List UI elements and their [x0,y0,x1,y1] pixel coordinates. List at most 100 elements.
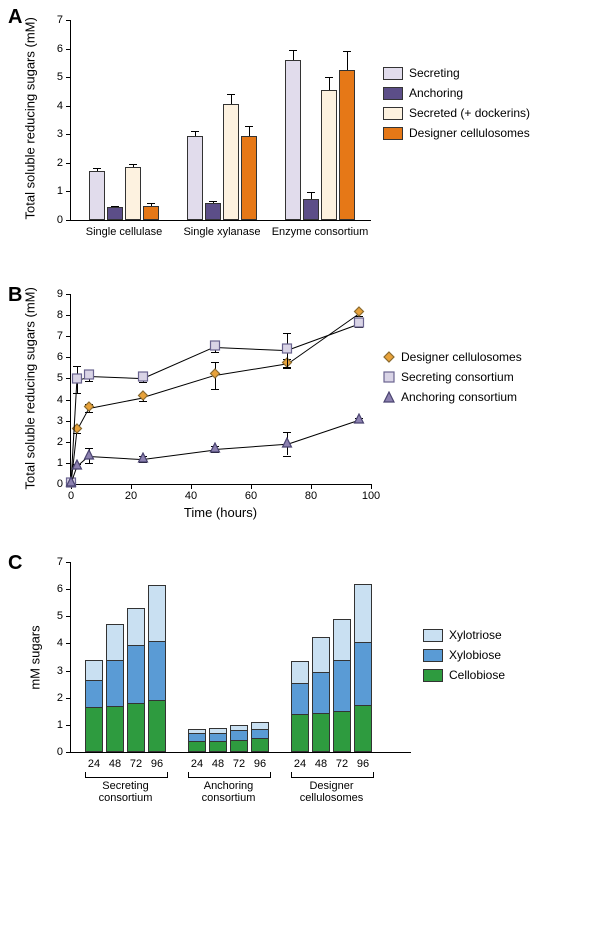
line-segment [89,376,143,379]
bar [303,199,319,220]
legend-item: Secreting [383,66,530,80]
data-point [282,341,293,359]
group-label: Anchoringconsortium [202,780,256,804]
bar [321,90,337,220]
data-point [138,450,149,468]
stack-segment [333,619,351,660]
legend-label: Xylotriose [449,628,502,642]
line-segment [89,397,143,409]
panel-a-ylabel: Total soluble reducing sugars (mM) [23,20,38,220]
time-label: 96 [254,758,266,770]
stack-segment [127,608,145,645]
legend-swatch [383,67,403,80]
stack-segment [209,733,227,741]
panel-b-plot: 0123456789020406080100 [70,294,371,485]
y-tick-label: 6 [57,351,63,363]
bar [205,203,221,220]
panel-c: C mM sugars 0123456724487296Secretingcon… [10,556,590,836]
legend-label: Secreted (+ dockerins) [409,106,530,120]
x-tick-label: 80 [305,490,317,502]
stack-segment [106,624,124,659]
legend-label: Designer cellulosomes [409,126,530,140]
time-label: 48 [109,758,121,770]
group-label: Single xylanase [183,226,260,238]
group-label: Single cellulase [86,226,162,238]
panel-a-plot: 01234567Single cellulaseSingle xylanaseE… [70,20,371,221]
legend-item: Designer cellulosomes [383,350,522,364]
data-point [210,366,221,384]
stack-segment [188,733,206,741]
x-tick-label: 60 [245,490,257,502]
data-point [210,440,221,458]
line-segment [287,313,360,365]
group-label: Enzyme consortium [272,226,369,238]
y-tick-label: 5 [57,71,63,83]
stack-segment [291,661,309,683]
panel-b-legend: Designer cellulosomes Secreting consortiu… [383,344,522,410]
y-tick-label: 9 [57,288,63,300]
y-tick-label: 1 [57,457,63,469]
stack-segment [85,680,103,707]
line-segment [215,364,287,377]
time-label: 48 [315,758,327,770]
legend-swatch [423,629,443,642]
legend-label: Secreting [409,66,460,80]
stack-segment [333,660,351,712]
stack-segment [312,672,330,713]
time-label: 24 [88,758,100,770]
bar [125,167,141,220]
stack-segment [127,703,145,752]
y-tick-label: 4 [57,394,63,406]
data-point [138,388,149,406]
y-tick-label: 2 [57,157,63,169]
panel-a: A Total soluble reducing sugars (mM) 012… [10,10,590,280]
legend-marker [383,351,395,363]
legend-item: Secreted (+ dockerins) [383,106,530,120]
legend-marker [383,391,395,403]
legend-item: Xylotriose [423,628,505,642]
stack-segment [85,660,103,680]
group-label: Designercellulosomes [300,780,364,804]
y-tick-label: 6 [57,583,63,595]
y-tick-label: 4 [57,100,63,112]
x-tick-label: 100 [362,490,380,502]
legend-item: Designer cellulosomes [383,126,530,140]
y-tick-label: 4 [57,637,63,649]
legend-label: Secreting consortium [401,370,514,384]
panel-c-legend: XylotrioseXylobioseCellobiose [423,622,505,688]
line-segment [215,347,287,351]
stack-segment [354,642,372,704]
stack-segment [251,722,269,729]
line-segment [143,347,215,380]
legend-label: Cellobiose [449,668,505,682]
legend-label: Designer cellulosomes [401,350,522,364]
stack-segment [291,683,309,714]
line-segment [287,420,359,445]
bar [187,136,203,220]
time-label: 72 [233,758,245,770]
line-segment [143,375,215,398]
stack-segment [230,730,248,740]
data-point [282,435,293,453]
stack-segment [209,741,227,752]
y-tick-label: 3 [57,128,63,140]
time-label: 24 [294,758,306,770]
bar [339,70,355,220]
panel-a-legend: Secreting Anchoring Secreted (+ dockerins)… [383,60,530,146]
x-tick-label: 40 [185,490,197,502]
data-point [84,399,95,417]
group-label: Secretingconsortium [99,780,153,804]
line-segment [143,449,215,460]
y-tick-label: 5 [57,610,63,622]
stack-segment [312,713,330,752]
y-tick-label: 1 [57,185,63,197]
y-tick-label: 2 [57,692,63,704]
stack-segment [230,725,248,730]
data-point [66,474,77,492]
legend-swatch [423,669,443,682]
legend-swatch [383,107,403,120]
panel-c-plot: 0123456724487296Secretingconsortium24487… [70,562,411,753]
data-point [72,371,83,389]
stack-segment [251,729,269,739]
legend-item: Anchoring [383,86,530,100]
